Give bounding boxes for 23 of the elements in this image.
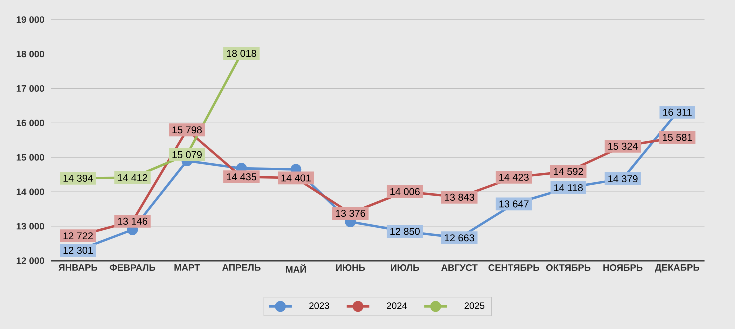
y-tick-label: 19 000 xyxy=(16,16,44,24)
x-tick-label: ДЕКАБРЬ xyxy=(655,264,700,273)
y-tick-label: 13 000 xyxy=(16,223,44,230)
legend-label: 2023 xyxy=(310,302,330,310)
x-tick-label: НОЯБРЬ xyxy=(604,264,643,272)
x-tick-label: ФЕВРАЛЬ xyxy=(110,264,156,272)
x-tick-label: ЯНВАРЬ xyxy=(58,264,98,271)
x-tick-label: ОКТЯБРЬ xyxy=(546,264,591,272)
x-tick-label: МАРТ xyxy=(174,264,200,271)
legend-label: 2024 xyxy=(387,302,408,310)
y-tick-label: 15 000 xyxy=(16,154,44,161)
y-tick-label: 14 000 xyxy=(16,188,44,196)
x-tick-label: АВГУСТ xyxy=(442,264,478,272)
x-tick-label: СЕНТЯБРЬ xyxy=(488,264,540,272)
y-tick-label: 18 000 xyxy=(16,51,44,58)
x-tick-label: ИЮЛЬ xyxy=(391,264,420,272)
x-tick-label: ИЮНЬ xyxy=(336,264,366,272)
x-tick-label: МАЙ xyxy=(286,264,306,273)
y-tick-label: 16 000 xyxy=(16,120,44,126)
x-tick-label: АПРЕЛЬ xyxy=(222,264,261,271)
legend-label: 2025 xyxy=(464,302,485,310)
y-tick-label: 17 000 xyxy=(16,85,44,92)
y-tick-label: 12 000 xyxy=(16,258,44,264)
